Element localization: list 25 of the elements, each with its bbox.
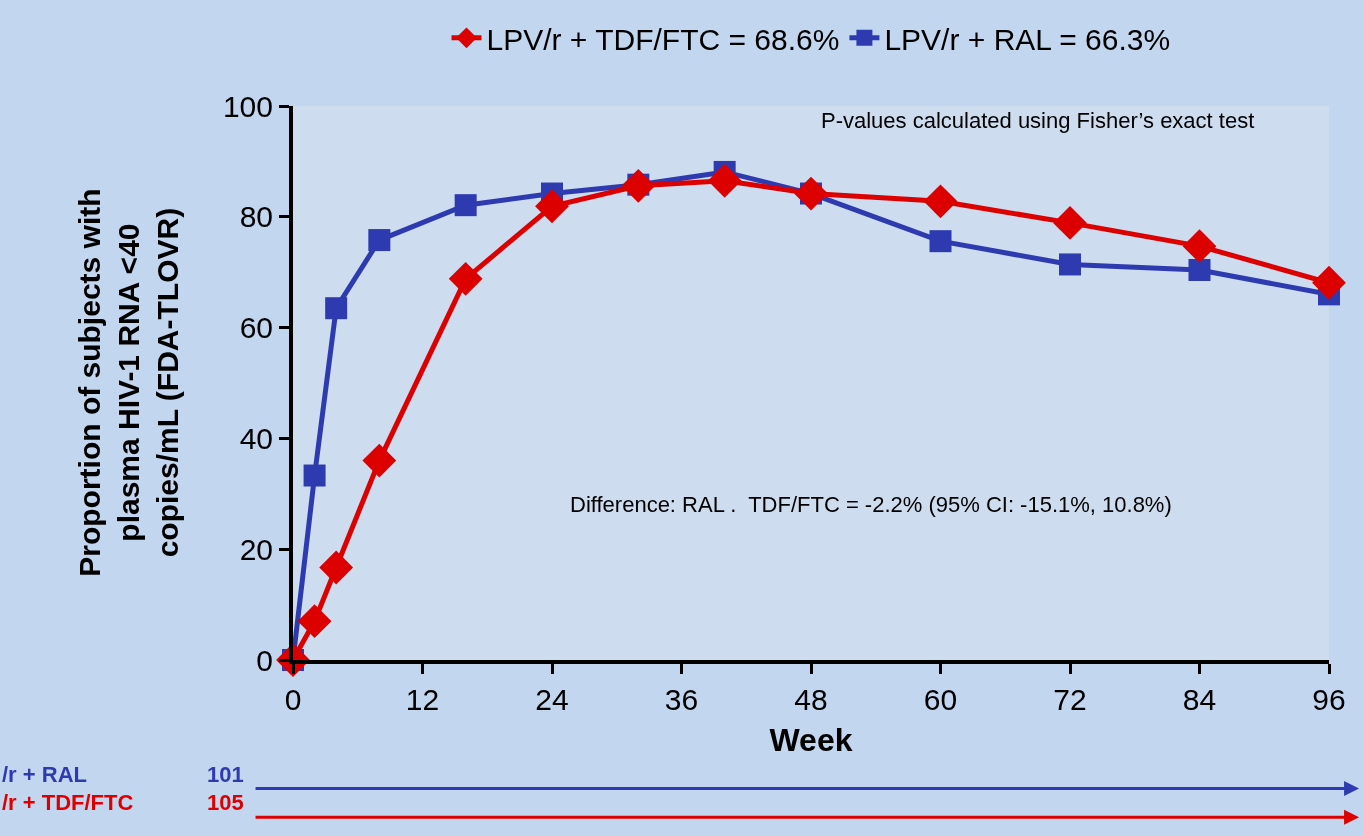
y-tick-label: 100 <box>222 89 273 123</box>
annotation: Difference: RAL . TDF/FTC = -2.2% (95% CI: -15.1%, 10.8%) <box>570 492 1172 517</box>
x-tick-label: 84 <box>1182 683 1217 716</box>
x-tick-label: 12 <box>405 683 440 716</box>
text: /r + RAL <box>2 762 87 787</box>
y-tick-label: 80 <box>239 200 273 234</box>
x-axis-title: Week <box>769 722 853 759</box>
legend-label: LPV/r + TDF/FTC = 68.6% <box>486 22 840 56</box>
y-axis-title: Proportion of subjects with plasma HIV-1 RNA <40 copies/mL (FDA-TLOVR) <box>72 188 184 577</box>
y-tick-label: 20 <box>239 532 273 566</box>
x-tick-label: 60 <box>923 683 958 716</box>
y-tick-label: 60 <box>239 311 273 345</box>
y-tick-label: 40 <box>239 421 273 455</box>
text: 101 <box>207 762 244 787</box>
x-tick-label: 36 <box>664 683 699 716</box>
x-tick-label: 24 <box>535 683 569 716</box>
legend-label: LPV/r + RAL = 66.3% <box>884 22 1171 56</box>
text: /r + TDF/FTC <box>2 790 134 815</box>
y-tick-label: 0 <box>256 643 273 677</box>
x-tick-label: 0 <box>284 683 302 716</box>
x-tick-label: 72 <box>1053 683 1087 716</box>
annotation: P-values calculated using Fisher’s exact test <box>821 108 1255 133</box>
x-tick-label: 48 <box>794 683 828 716</box>
text: 105 <box>207 790 244 815</box>
x-tick-label: 96 <box>1312 683 1346 716</box>
